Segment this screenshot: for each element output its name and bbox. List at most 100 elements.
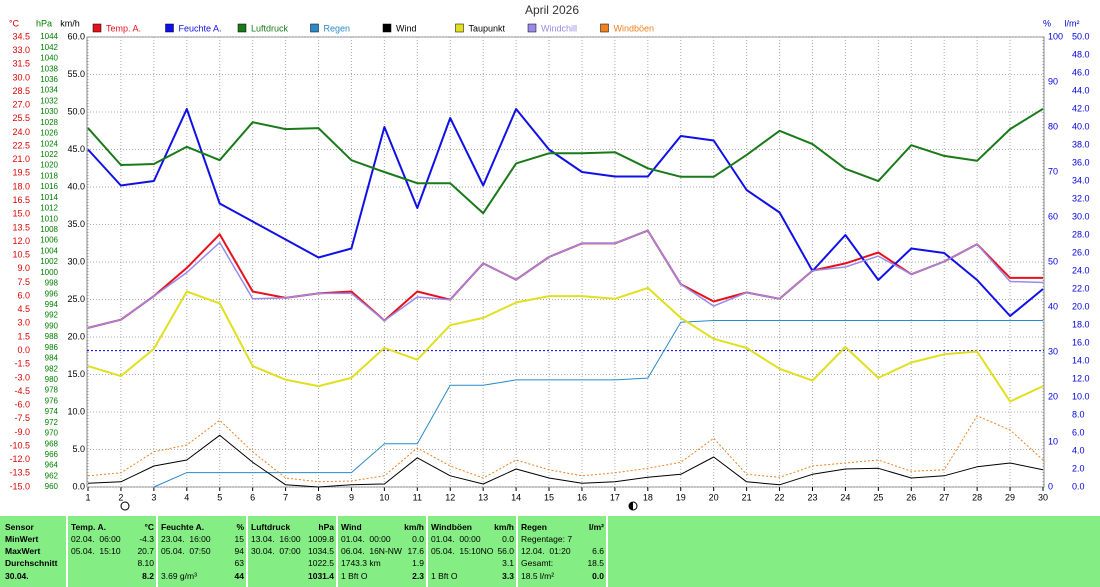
axis-unit: l/m² (1065, 18, 1080, 28)
cell-note: Gesamt: (521, 558, 554, 568)
cell-note: 05.04. 15:10 (71, 546, 121, 556)
y-tick-label: 992 (45, 311, 59, 320)
cell-note: 30.04. 07:00 (251, 546, 301, 556)
cell-value: 8.2 (142, 571, 154, 581)
y-tick-label: 964 (45, 461, 59, 470)
y-tick-label: 1004 (40, 246, 58, 255)
y-tick-label: 4.0 (1072, 445, 1085, 455)
x-tick-label: 8 (316, 492, 321, 502)
y-tick-label: 22.5 (12, 140, 30, 150)
y-tick-label: 1012 (40, 204, 58, 213)
y-tick-label: 984 (45, 354, 59, 363)
column-header: Regen (521, 522, 547, 532)
y-tick-label: 24.0 (12, 127, 30, 137)
column-unit: hPa (318, 522, 334, 532)
y-tick-label: 31.5 (12, 59, 30, 69)
y-tick-label: 60 (1048, 211, 1058, 221)
y-tick-label: 1042 (40, 43, 58, 52)
cell-value: -4.3 (139, 534, 154, 544)
y-tick-label: -6.0 (14, 400, 30, 410)
column-header: Temp. A. (71, 522, 106, 532)
column-unit: km/h (494, 522, 514, 532)
y-tick-label: 978 (45, 386, 59, 395)
y-tick-label: 1026 (40, 129, 58, 138)
y-tick-label: 13.5 (12, 222, 30, 232)
legend-swatch (382, 23, 392, 33)
cell-value: 15 (234, 534, 244, 544)
x-tick-label: 3 (151, 492, 156, 502)
y-tick-label: 100 (1048, 31, 1063, 41)
y-tick-label: 0.0 (17, 345, 30, 355)
cell-value: 0.0 (412, 534, 424, 544)
column-separator (156, 516, 158, 587)
y-tick-label: 32.0 (1072, 193, 1090, 203)
axis-unit: hPa (36, 18, 52, 28)
cell-value: 2.3 (412, 571, 424, 581)
cell-value: 17.6 (407, 546, 424, 556)
legend-swatch (455, 23, 464, 33)
y-tick-label: 962 (45, 471, 59, 480)
y-tick-label: -10.5 (9, 440, 30, 450)
x-tick-label: 7 (283, 492, 288, 502)
y-tick-label: -4.5 (14, 386, 30, 396)
cell-value: 94 (234, 546, 244, 556)
cell-note: 3.69 g/m³ (161, 571, 197, 581)
y-tick-label: 12.0 (1072, 373, 1090, 383)
y-tick-label: 26.0 (1072, 247, 1090, 257)
x-tick-label: 18 (643, 492, 653, 502)
y-tick-label: 40.0 (67, 181, 85, 191)
y-tick-label: 7.5 (17, 277, 30, 287)
cell-value: 20.7 (137, 546, 154, 556)
column-separator (66, 516, 68, 587)
x-tick-label: 14 (511, 492, 521, 502)
y-tick-label: -9.0 (14, 427, 30, 437)
y-tick-label: 998 (45, 279, 59, 288)
y-tick-label: 30 (1048, 346, 1058, 356)
cell-value: 1009.8 (308, 534, 334, 544)
y-tick-label: 1022 (40, 150, 58, 159)
y-tick-label: 20.0 (1072, 301, 1090, 311)
y-tick-label: 10.5 (12, 250, 30, 260)
legend-swatch (310, 23, 319, 33)
y-tick-label: 45.0 (67, 144, 85, 154)
x-tick-label: 10 (379, 492, 389, 502)
series-line (87, 107, 1044, 215)
y-tick-label: 27.0 (12, 100, 30, 110)
row-label: MinWert (5, 534, 39, 544)
y-tick-label: 18.0 (1072, 319, 1090, 329)
y-tick-label: 30.0 (67, 256, 85, 266)
y-tick-label: 0.0 (1072, 481, 1085, 491)
y-tick-label: -3.0 (14, 372, 30, 382)
y-tick-label: -7.5 (14, 413, 30, 423)
y-tick-label: -15.0 (9, 481, 30, 491)
x-tick-label: 9 (349, 492, 354, 502)
legend-swatch (527, 23, 537, 33)
legend-label: Wind (396, 23, 417, 33)
axis-unit: % (1043, 18, 1051, 28)
cell-value: 8.10 (137, 558, 154, 568)
cell-value: 6.6 (592, 546, 604, 556)
x-tick-label: 1 (85, 492, 90, 502)
y-tick-label: 46.0 (1072, 67, 1090, 77)
y-tick-label: 44.0 (1072, 85, 1090, 95)
y-tick-label: 1036 (40, 75, 58, 84)
column-separator (426, 516, 428, 587)
cell-note: 01.04. 00:00 (431, 534, 481, 544)
x-tick-label: 11 (413, 492, 422, 502)
y-tick-label: 60.0 (67, 31, 85, 41)
x-tick-label: 23 (807, 492, 817, 502)
y-tick-label: 6.0 (1072, 427, 1085, 437)
moon-phase (120, 501, 130, 511)
y-tick-label: 980 (45, 375, 59, 384)
x-tick-label: 21 (742, 492, 752, 502)
legend-label: Windchill (541, 23, 577, 33)
y-tick-label: 1024 (40, 139, 58, 148)
cell-note: Regentage: 7 (521, 534, 573, 544)
y-tick-label: 996 (45, 289, 59, 298)
cell-note: 13.04. 16:00 (251, 534, 301, 544)
y-tick-label: 50.0 (67, 106, 85, 116)
y-tick-label: 15.0 (12, 209, 30, 219)
y-tick-label: 42.0 (1072, 103, 1090, 113)
chart: April 2026 1 2 3 4 5 6 7 8 9 10 11 12 13 14 15 16 17 18 19… (9, 3, 1090, 511)
y-tick-label: 25.0 (67, 294, 85, 304)
